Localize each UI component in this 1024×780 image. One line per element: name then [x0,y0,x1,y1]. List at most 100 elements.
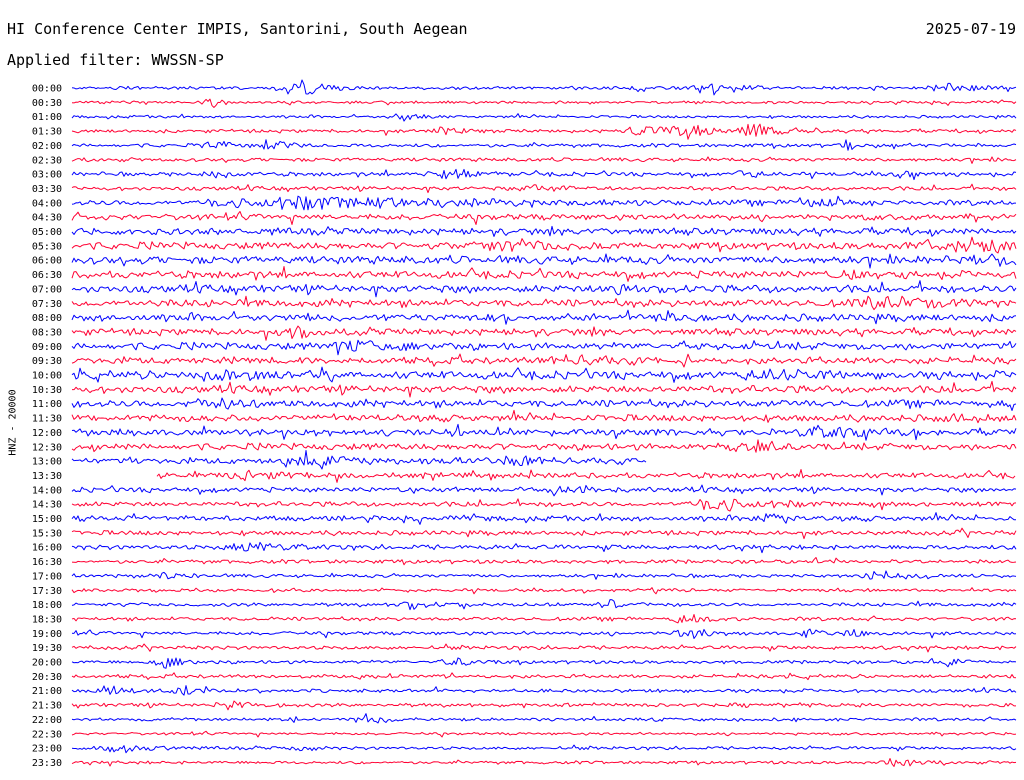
row-time-label: 05:00 [32,227,62,238]
trace-line [71,657,1017,669]
row-labels: 00:00 00:30 01:00 01:30 02:00 02:30 03:00 03:30… [32,84,62,769]
trace-line [71,484,1017,497]
row-time-label: 09:00 [32,342,62,353]
row-time-label: 18:00 [32,600,62,611]
row-time-label: 17:00 [32,571,62,582]
row-time-label: 21:00 [32,686,62,697]
row-time-label: 19:30 [32,643,62,654]
trace-line [71,325,1017,341]
row-time-label: 12:00 [32,428,62,439]
row-time-label: 23:30 [32,758,62,769]
row-time-label: 06:30 [32,270,62,281]
trace-line [71,280,1017,298]
row-time-label: 00:00 [32,84,62,95]
row-time-label: 13:00 [32,457,62,468]
row-time-label: 16:00 [32,543,62,554]
trace-line [71,183,1017,194]
trace-line [71,439,1017,453]
row-time-label: 01:00 [32,112,62,123]
row-time-label: 22:00 [32,715,62,726]
row-time-label: 03:00 [32,170,62,181]
trace-line [71,366,1017,383]
row-time-label: 20:30 [32,672,62,683]
trace-line [71,730,1017,738]
trace-line [71,309,1017,325]
row-time-label: 14:00 [32,485,62,496]
trace-line [71,295,1017,311]
row-time-label: 03:30 [32,184,62,195]
trace-line [71,570,1017,580]
row-time-label: 04:30 [32,213,62,224]
trace-line [71,744,1017,754]
trace-line [71,685,1017,696]
row-time-label: 09:30 [32,356,62,367]
trace-line [71,614,1017,624]
trace-line [71,236,1017,254]
trace-line [71,168,1017,181]
trace-line [71,512,1017,525]
row-time-label: 08:00 [32,313,62,324]
trace-line [71,527,1017,540]
row-time-label: 00:30 [32,98,62,109]
row-time-label: 11:00 [32,399,62,410]
row-time-label: 06:00 [32,256,62,267]
trace-line [71,225,1017,237]
trace-line [71,113,1017,122]
row-time-label: 11:30 [32,414,62,425]
row-time-label: 02:30 [32,155,62,166]
row-time-label: 13:30 [32,471,62,482]
trace-line [71,758,1017,767]
trace-line [71,139,1017,151]
row-time-label: 01:30 [32,127,62,138]
trace-line [71,253,1017,269]
trace-line [71,210,1017,225]
row-time-label: 19:00 [32,629,62,640]
trace-line [71,380,1017,398]
row-time-label: 15:00 [32,514,62,525]
trace-line [71,556,1017,566]
trace-line [71,98,1017,108]
row-time-label: 22:30 [32,729,62,740]
station-title: HI Conference Center IMPIS, Santorini, S… [7,20,468,38]
trace-line [71,643,1017,653]
row-time-label: 10:00 [32,371,62,382]
trace-line [71,498,1017,512]
trace-line [71,409,1017,424]
trace-line [71,672,1017,681]
filter-label: Applied filter: WWSSN-SP [7,51,224,69]
row-time-label: 07:30 [32,299,62,310]
trace-line [71,423,1017,441]
trace-line [71,266,1017,282]
row-time-label: 05:30 [32,241,62,252]
trace-line [71,156,1017,164]
row-time-label: 12:30 [32,442,62,453]
trace-line [71,628,1017,639]
row-time-label: 10:30 [32,385,62,396]
trace-line [71,79,1017,96]
trace-line [71,450,647,470]
row-time-label: 07:00 [32,284,62,295]
row-time-label: 23:00 [32,744,62,755]
row-time-label: 14:30 [32,500,62,511]
trace-line [71,587,1017,595]
trace-line [71,700,1017,711]
trace-line [71,353,1017,368]
trace-line [71,339,1017,356]
row-time-label: 08:30 [32,327,62,338]
trace-line [71,123,1017,140]
record-date: 2025-07-19 [925,20,1016,38]
trace-line [71,599,1017,611]
row-time-label: 04:00 [32,198,62,209]
trace-line [71,195,1017,211]
trace-line [156,468,1016,483]
row-time-label: 21:30 [32,701,62,712]
row-time-label: 02:00 [32,141,62,152]
trace-line [71,713,1017,724]
row-time-label: 17:30 [32,586,62,597]
row-time-label: 16:30 [32,557,62,568]
trace-line [71,541,1017,554]
trace-line [71,397,1017,412]
row-time-label: 20:00 [32,658,62,669]
seismogram-traces [71,79,1017,767]
